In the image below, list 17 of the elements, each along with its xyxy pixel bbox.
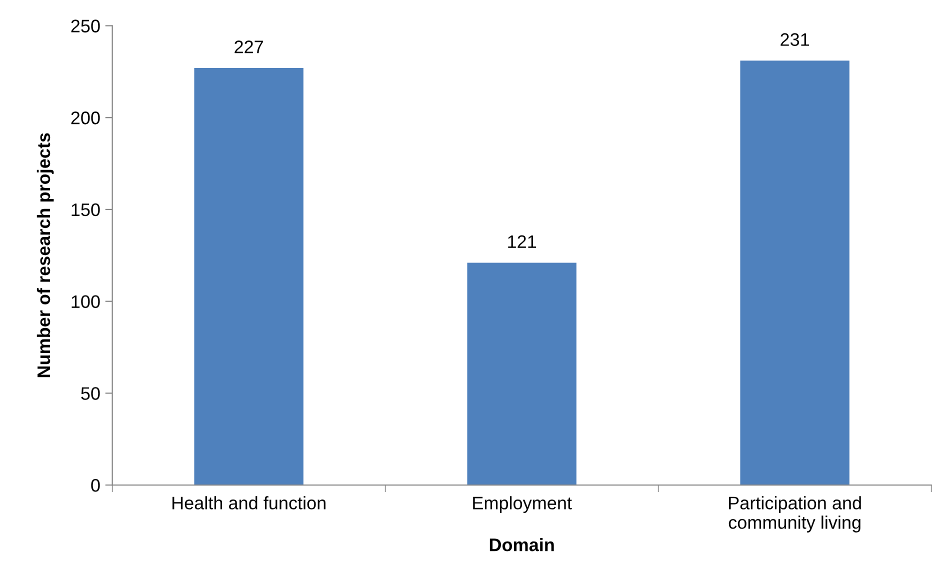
x-tick-label: Employment — [473, 496, 572, 513]
y-tick-label: 150 — [72, 203, 100, 216]
bar — [740, 60, 850, 486]
y-axis-title: Number of research projects — [36, 133, 54, 378]
y-tick-label: 250 — [71, 20, 100, 32]
bar — [194, 68, 304, 486]
x-axis-title: Domain — [490, 538, 554, 552]
x-tick-label: Participation and community living — [728, 496, 861, 532]
data-label: 121 — [508, 235, 536, 248]
y-tick-label: 0 — [91, 478, 100, 492]
data-label: 231 — [780, 33, 810, 46]
x-tick-label: Health and function — [172, 496, 326, 510]
bar — [467, 262, 576, 486]
y-tick-label: 100 — [72, 295, 100, 308]
y-tick-label: 50 — [81, 387, 100, 400]
data-label: 227 — [234, 40, 263, 54]
y-tick-label: 200 — [71, 112, 100, 124]
